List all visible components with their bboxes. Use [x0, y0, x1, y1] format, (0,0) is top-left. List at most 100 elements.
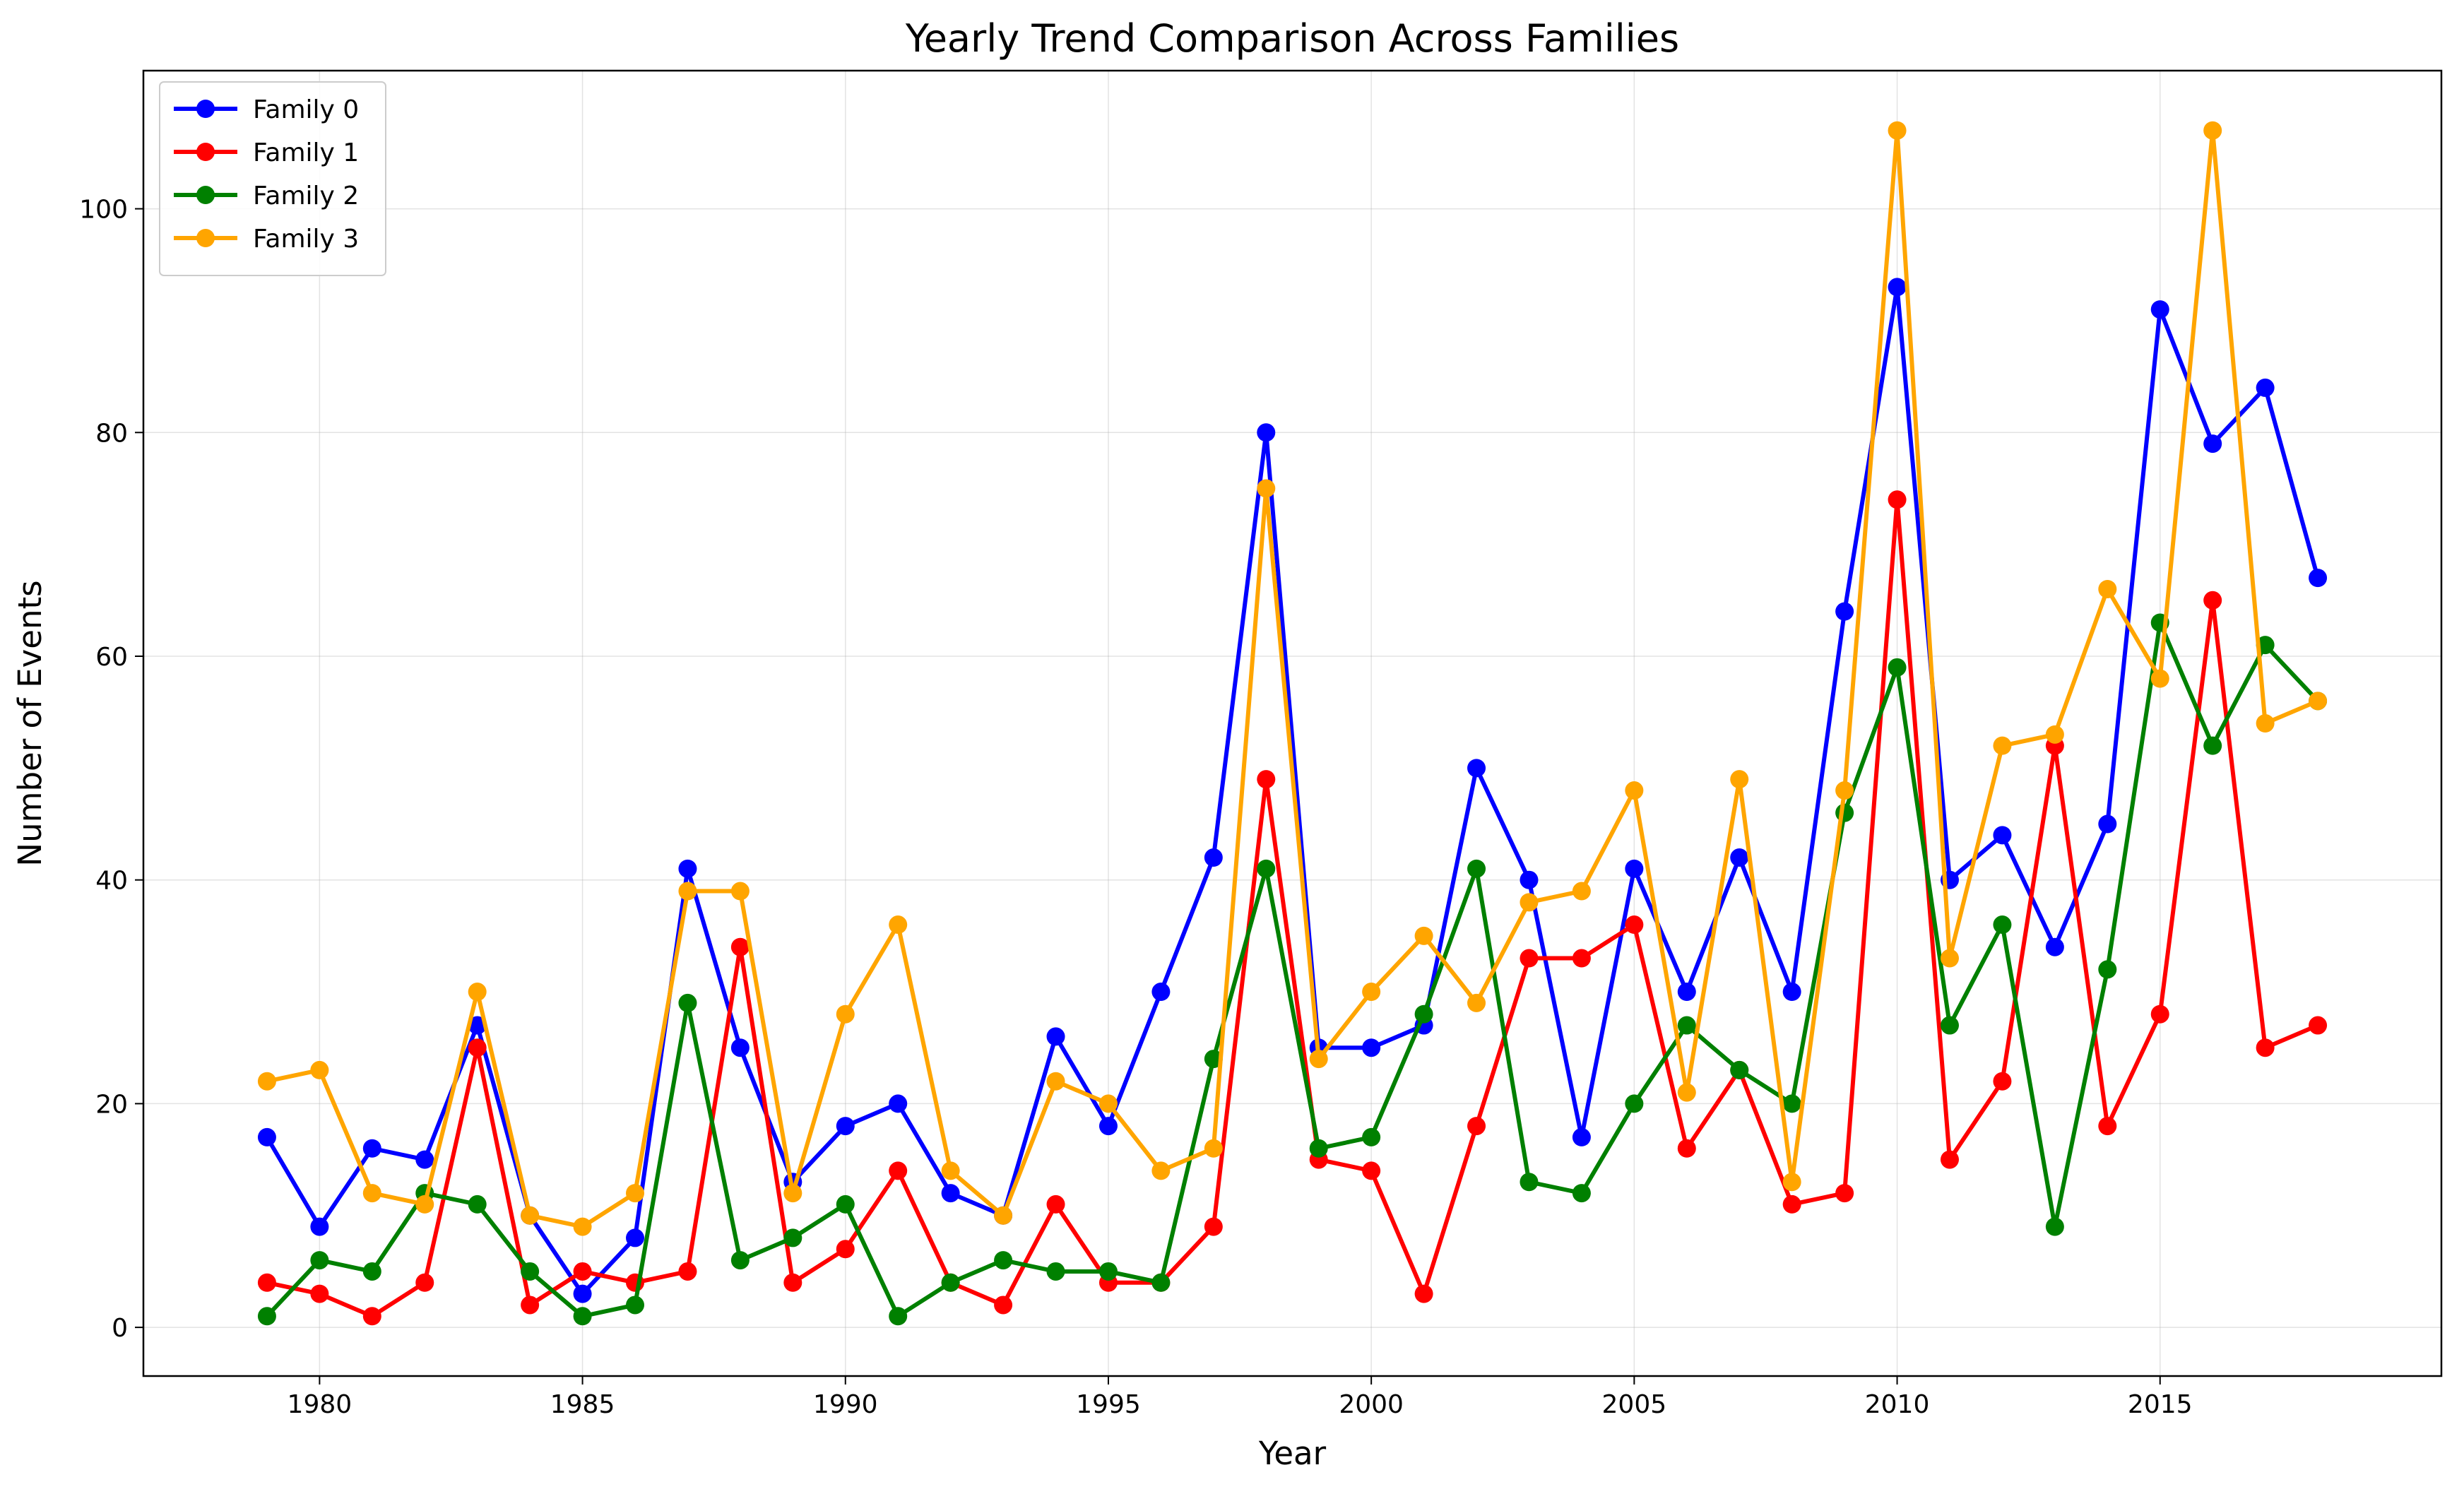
data-point: [1414, 926, 1433, 945]
data-point: [362, 1139, 381, 1158]
data-point: [573, 1307, 592, 1326]
data-point: [1730, 1060, 1749, 1079]
x-tick-label: 2010: [1865, 1390, 1930, 1419]
data-point: [1362, 1127, 1381, 1146]
data-point: [1940, 1150, 1959, 1169]
data-point: [730, 937, 750, 956]
data-point: [362, 1307, 381, 1326]
y-tick-label: 80: [95, 419, 128, 448]
data-point: [1151, 983, 1171, 1002]
legend-box: [159, 81, 386, 276]
data-point: [889, 915, 908, 935]
y-axis-label: Number of Events: [11, 580, 49, 866]
data-point: [941, 1273, 960, 1292]
data-point: [678, 993, 697, 1012]
data-point: [836, 1004, 855, 1024]
data-point: [836, 1240, 855, 1259]
data-point: [521, 1206, 540, 1225]
data-point: [1677, 983, 1696, 1002]
data-point: [836, 1194, 855, 1214]
data-point: [1098, 1262, 1118, 1281]
data-point: [1098, 1094, 1118, 1113]
data-point: [1677, 1016, 1696, 1035]
data-point: [1520, 893, 1539, 912]
data-point: [994, 1251, 1013, 1270]
legend-swatch-marker: [196, 100, 215, 118]
data-point: [1782, 1194, 1801, 1214]
data-point: [468, 1038, 487, 1057]
data-point: [1467, 1117, 1486, 1136]
data-point: [468, 1194, 487, 1214]
plot-frame: [142, 69, 2443, 1377]
legend-item: Family 0: [174, 95, 359, 124]
data-point: [1572, 882, 1591, 901]
legend-item: Family 2: [174, 182, 359, 211]
data-point: [1520, 870, 1539, 889]
data-point: [468, 1016, 487, 1035]
data-point: [2098, 814, 2117, 834]
data-point: [626, 1228, 645, 1247]
data-point: [889, 1094, 908, 1113]
legend-label: Family 0: [253, 95, 359, 124]
data-point: [1257, 423, 1276, 442]
data-point: [889, 1161, 908, 1180]
data-point: [1625, 1094, 1644, 1113]
data-point: [310, 1284, 329, 1303]
data-point: [573, 1262, 592, 1281]
data-point: [2203, 121, 2222, 140]
data-point: [257, 1273, 276, 1292]
data-point: [2150, 669, 2169, 688]
data-point: [1940, 1016, 1959, 1035]
series-line: [264, 620, 2321, 1319]
data-point: [1467, 993, 1486, 1012]
data-point: [2150, 1004, 2169, 1024]
data-point: [1151, 1161, 1171, 1180]
data-point: [1257, 859, 1276, 878]
data-point: [1625, 915, 1644, 935]
data-point: [1888, 278, 1907, 297]
series-line: [264, 128, 2321, 1229]
data-point: [257, 1307, 276, 1326]
data-point: [1362, 983, 1381, 1002]
data-point: [678, 859, 697, 878]
data-point: [2203, 591, 2222, 610]
data-point: [1362, 1038, 1381, 1057]
data-point: [1204, 1050, 1223, 1069]
data-point: [1782, 1094, 1801, 1113]
data-point: [678, 1262, 697, 1281]
data-point: [1730, 848, 1749, 867]
data-point: [678, 882, 697, 901]
data-point: [2256, 1038, 2275, 1057]
data-point: [521, 1262, 540, 1281]
data-point: [362, 1262, 381, 1281]
data-point: [730, 882, 750, 901]
data-point: [1098, 1117, 1118, 1136]
x-tick-label: 1980: [288, 1390, 353, 1419]
data-point: [2045, 725, 2064, 744]
data-point: [1046, 1194, 1065, 1214]
legend-swatch-marker: [196, 229, 215, 247]
data-point: [2256, 378, 2275, 397]
data-point: [573, 1217, 592, 1236]
data-point: [1204, 1217, 1223, 1236]
gridlines: [143, 71, 2441, 1376]
data-point: [2150, 300, 2169, 319]
x-tick-label: 1995: [1076, 1390, 1141, 1419]
data-point: [730, 1251, 750, 1270]
data-point: [468, 983, 487, 1002]
chart-title: Yearly Trend Comparison Across Families: [905, 16, 1679, 61]
data-point: [2098, 579, 2117, 598]
data-point: [1993, 736, 2012, 755]
data-point: [415, 1273, 434, 1292]
legend-label: Family 2: [253, 182, 359, 211]
data-point: [1362, 1161, 1381, 1180]
y-tick-label: 100: [79, 196, 128, 225]
data-point: [1309, 1139, 1328, 1158]
data-point: [783, 1228, 802, 1247]
data-point: [2045, 1217, 2064, 1236]
data-point: [941, 1184, 960, 1203]
data-point: [1835, 781, 1854, 800]
data-point: [415, 1150, 434, 1169]
legend-swatch-marker: [196, 143, 215, 161]
